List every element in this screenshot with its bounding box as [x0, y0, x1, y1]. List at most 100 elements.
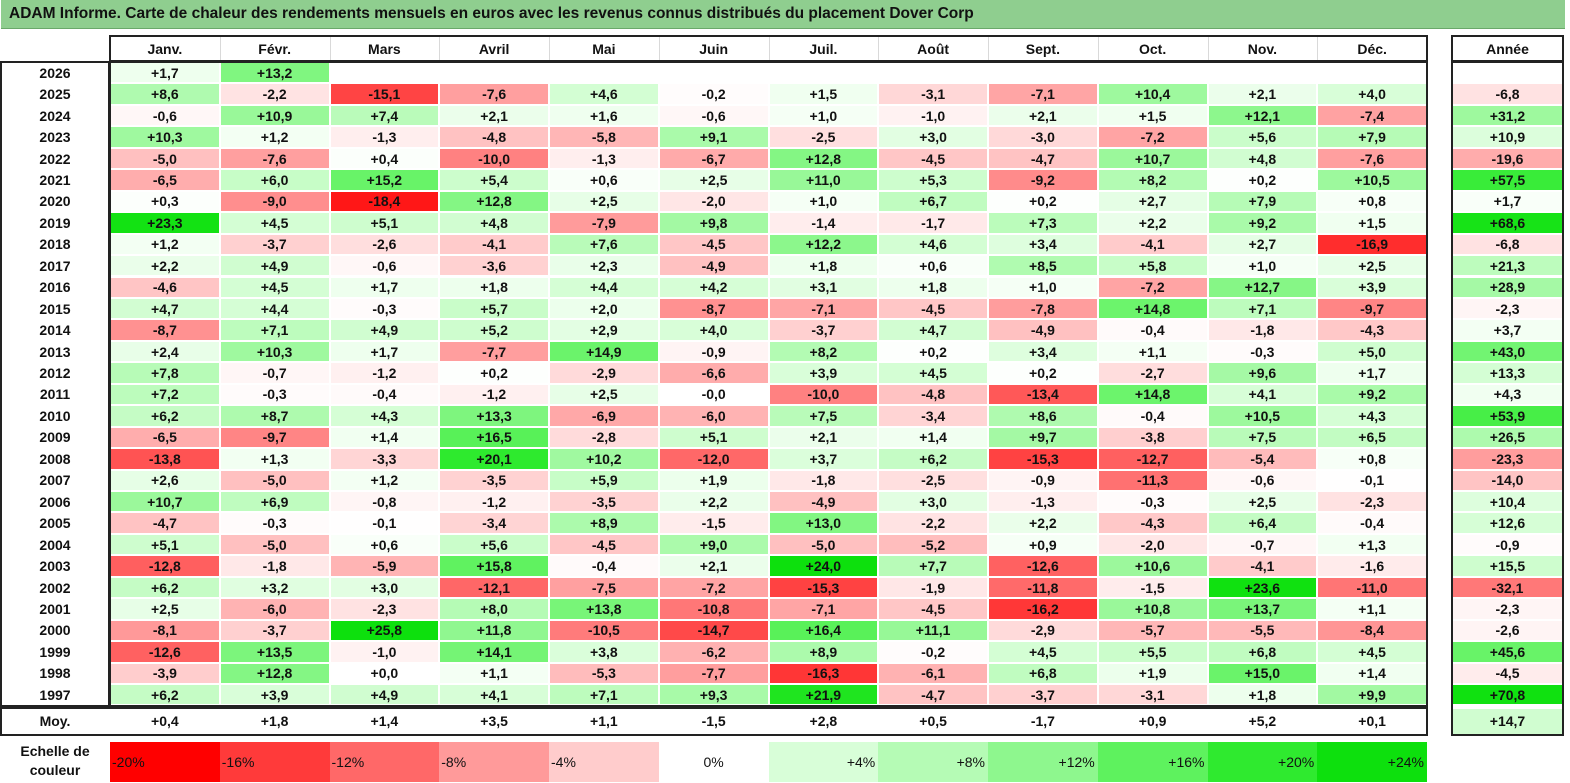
heatmap-cell: -7,6: [220, 148, 329, 169]
heatmap-cell: -0,4: [1318, 513, 1426, 533]
heatmap-cell: +7,9: [1208, 191, 1317, 212]
heatmap-cell: +1,8: [879, 277, 987, 297]
month-header: Mars: [329, 36, 440, 61]
heatmap-cell: -0,4: [1098, 406, 1207, 426]
row-label: 2006: [2, 491, 108, 513]
average-cell: +0,5: [879, 708, 987, 734]
heatmap-cell: +4,0: [1318, 84, 1426, 104]
heatmap-cell: -1,2: [440, 492, 548, 512]
heatmap-cell: -5,0: [111, 148, 219, 169]
year-total-cell: +15,5: [1453, 556, 1562, 576]
heatmap-cell: +4,8: [440, 213, 548, 233]
header-divider: [988, 36, 989, 61]
heatmap-cell: -2,0: [1098, 534, 1207, 555]
heatmap-cell: -5,0: [220, 534, 329, 555]
heatmap-cell: -7,6: [1318, 148, 1426, 169]
heatmap-cell: +9,1: [659, 127, 768, 147]
average-cell: +1,1: [550, 708, 658, 734]
heatmap-cell: -4,9: [659, 256, 768, 276]
heatmap-cell: +5,6: [440, 534, 548, 555]
heatmap-cell: +4,1: [440, 685, 548, 705]
heatmap-cell: +2,2: [989, 513, 1097, 533]
heatmap-cell: +1,7: [330, 277, 439, 297]
heatmap-cell: +2,7: [1098, 191, 1207, 212]
heatmap-cell: -1,9: [879, 577, 987, 598]
row-label: 1997: [2, 684, 108, 706]
heatmap-cell: +2,1: [769, 427, 878, 448]
heatmap-cell: +4,4: [220, 298, 329, 319]
heatmap-cell: +4,0: [659, 320, 768, 340]
heatmap-cell: -7,7: [440, 341, 548, 362]
heatmap-cell: +4,5: [220, 213, 329, 233]
year-total-cell: +31,2: [1453, 105, 1562, 126]
heatmap-cell: -16,2: [989, 599, 1097, 619]
average-label: Moy.: [2, 707, 108, 735]
heatmap-cell: +3,0: [879, 492, 987, 512]
heatmap-cell: +3,8: [550, 642, 658, 662]
heatmap-cell: -0,1: [1318, 470, 1426, 490]
heatmap-cell: +10,7: [1098, 148, 1207, 169]
heatmap-cell: -15,3: [769, 577, 878, 598]
heatmap-cell: +9,6: [1208, 363, 1317, 383]
header-divider: [329, 36, 331, 61]
heatmap-cell: +7,1: [550, 685, 658, 705]
heatmap-cell: -5,9: [330, 556, 439, 576]
heatmap-cell: -3,1: [1098, 685, 1207, 705]
heatmap-cell: +12,7: [1208, 277, 1317, 297]
heatmap-cell: +5,4: [440, 170, 548, 190]
year-total-cell: [1453, 63, 1562, 83]
heatmap-cell: -3,4: [440, 513, 548, 533]
heatmap-cell: -7,6: [440, 84, 548, 104]
heatmap-cell: -4,1: [1098, 234, 1207, 255]
year-total-cell: -0,9: [1453, 534, 1562, 555]
heatmap-cell: +5,1: [659, 427, 768, 448]
heatmap-cell: +1,1: [1098, 341, 1207, 362]
heatmap-cell: +1,8: [769, 256, 878, 276]
heatmap-cell: -1,8: [769, 470, 878, 490]
year-total-cell: -2,3: [1453, 298, 1562, 319]
row-label: 2020: [2, 190, 108, 213]
year-total-cell: +3,7: [1453, 320, 1562, 340]
heatmap-cell: +6,4: [1208, 513, 1317, 533]
heatmap-cell: -0,3: [220, 513, 329, 533]
heatmap-cell: -4,5: [879, 298, 987, 319]
heatmap-cell: +11,1: [879, 620, 987, 641]
row-label: 2000: [2, 619, 108, 642]
year-total-cell: -6,8: [1453, 84, 1562, 104]
heatmap-cell: +1,0: [1208, 256, 1317, 276]
color-scale-stop: -4%: [549, 742, 659, 782]
heatmap-cell: -3,0: [989, 127, 1097, 147]
heatmap-cell: +6,2: [879, 449, 987, 469]
heatmap-cell: +1,0: [769, 105, 878, 126]
row-label: 2012: [2, 362, 108, 384]
header-divider: [768, 36, 770, 61]
heatmap-cell: +0,6: [330, 534, 439, 555]
heatmap-cell: [1098, 63, 1207, 83]
heatmap-cell: +1,0: [989, 277, 1097, 297]
heatmap-cell: -11,8: [989, 577, 1097, 598]
heatmap-cell: -15,1: [330, 84, 439, 104]
color-scale-stop: -12%: [329, 742, 440, 782]
heatmap-cell: +2,1: [440, 105, 548, 126]
heatmap-cell: -5,3: [550, 663, 658, 684]
heatmap-cell: +5,7: [440, 298, 548, 319]
heatmap-cell: [330, 63, 439, 83]
heatmap-cell: [440, 63, 548, 83]
title-bar: ADAM Informe. Carte de chaleur des rende…: [1, 0, 1565, 29]
heatmap-cell: [550, 63, 658, 83]
heatmap-cell: -4,1: [1208, 556, 1317, 576]
heatmap-cell: +6,7: [879, 191, 987, 212]
heatmap-cell: +1,6: [550, 105, 658, 126]
heatmap-cell: +14,8: [1098, 384, 1207, 405]
row-label: 2003: [2, 555, 108, 577]
heatmap-cell: -0,8: [330, 492, 439, 512]
heatmap-cell: +10,3: [220, 341, 329, 362]
heatmap-cell: -4,5: [550, 534, 658, 555]
heatmap-cell: -18,4: [330, 191, 439, 212]
heatmap-cell: -7,2: [1098, 127, 1207, 147]
heatmap-cell: +8,9: [550, 513, 658, 533]
heatmap-cell: [879, 63, 987, 83]
heatmap-cell: +7,2: [111, 384, 219, 405]
heatmap-cell: +0,6: [879, 256, 987, 276]
heatmap-cell: -3,3: [330, 449, 439, 469]
